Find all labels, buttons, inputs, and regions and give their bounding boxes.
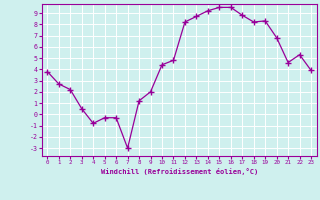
X-axis label: Windchill (Refroidissement éolien,°C): Windchill (Refroidissement éolien,°C) (100, 168, 258, 175)
